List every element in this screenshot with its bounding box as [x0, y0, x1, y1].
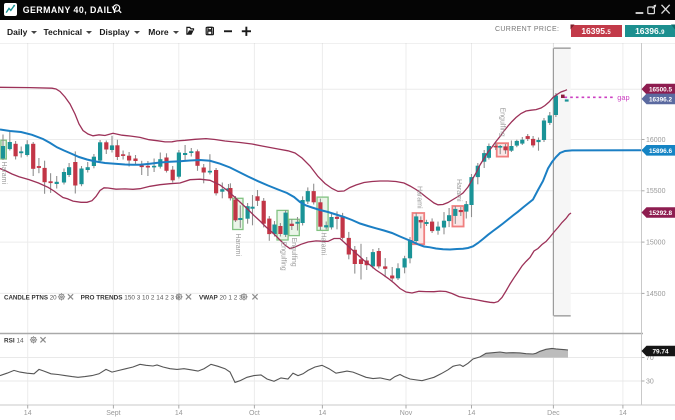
svg-text:Harami: Harami	[234, 234, 241, 257]
svg-text:Harami: Harami	[320, 233, 327, 256]
svg-text:16500.5: 16500.5	[649, 87, 673, 94]
svg-text:15000: 15000	[646, 240, 666, 247]
svg-text:gap: gap	[617, 93, 629, 102]
svg-text:15292.8: 15292.8	[649, 210, 673, 217]
svg-text:Harami: Harami	[416, 186, 423, 209]
svg-text:Harami: Harami	[0, 162, 7, 185]
svg-text:RSI 14: RSI 14	[4, 338, 24, 345]
svg-text:30: 30	[646, 378, 654, 385]
svg-text:14: 14	[619, 410, 627, 417]
svg-text:Engulfing: Engulfing	[499, 108, 506, 137]
svg-text:15896.6: 15896.6	[649, 148, 673, 155]
svg-text:VWAP 20 1 2 3: VWAP 20 1 2 3	[199, 295, 243, 302]
svg-text:CANDLE PTNS 20: CANDLE PTNS 20	[4, 295, 57, 302]
svg-text:Sept: Sept	[106, 410, 120, 417]
svg-text:Harami: Harami	[455, 179, 462, 202]
svg-text:14: 14	[175, 410, 183, 417]
svg-text:79.74: 79.74	[653, 349, 669, 356]
svg-text:14: 14	[319, 410, 327, 417]
svg-text:Engulfing: Engulfing	[290, 238, 297, 267]
svg-text:14: 14	[468, 410, 476, 417]
svg-text:70: 70	[646, 355, 654, 362]
svg-text:16396.2: 16396.2	[649, 97, 673, 104]
svg-text:Oct: Oct	[249, 410, 260, 417]
svg-text:15500: 15500	[646, 188, 666, 195]
svg-text:14500: 14500	[646, 291, 666, 298]
svg-text:Dec: Dec	[547, 410, 560, 417]
svg-text:Engulfing: Engulfing	[280, 242, 287, 271]
svg-text:PRO TRENDS 150 3 10 2 14 2 3 8: PRO TRENDS 150 3 10 2 14 2 3 8	[81, 295, 180, 302]
svg-text:Nov: Nov	[400, 410, 413, 417]
svg-text:16000: 16000	[646, 137, 666, 144]
svg-text:14: 14	[24, 410, 32, 417]
